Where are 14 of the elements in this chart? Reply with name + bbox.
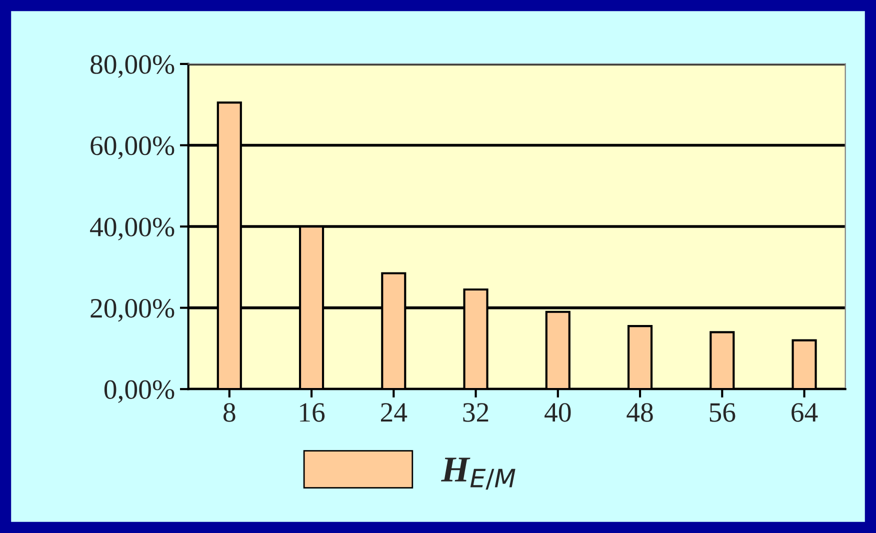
x-tick-label: 56 bbox=[710, 403, 736, 422]
y-tick-label: 20,00% bbox=[90, 298, 174, 322]
x-tick-label: 32 bbox=[463, 403, 488, 422]
y-tick-label: 80,00% bbox=[90, 55, 174, 78]
x-tick-label: 24 bbox=[380, 403, 408, 422]
x-tick-label: 40 bbox=[544, 403, 571, 422]
y-tick-label: 0,00% bbox=[104, 380, 174, 403]
x-tick-label: 48 bbox=[626, 403, 653, 422]
legend-label: H$_{E/M}$ bbox=[441, 458, 516, 490]
x-tick-label: 16 bbox=[300, 403, 325, 422]
y-tick-label: 40,00% bbox=[90, 218, 174, 240]
x-tick-label: 8 bbox=[224, 403, 236, 422]
x-tick-label: 64 bbox=[792, 403, 818, 422]
y-tick-label: 60,00% bbox=[90, 136, 174, 160]
